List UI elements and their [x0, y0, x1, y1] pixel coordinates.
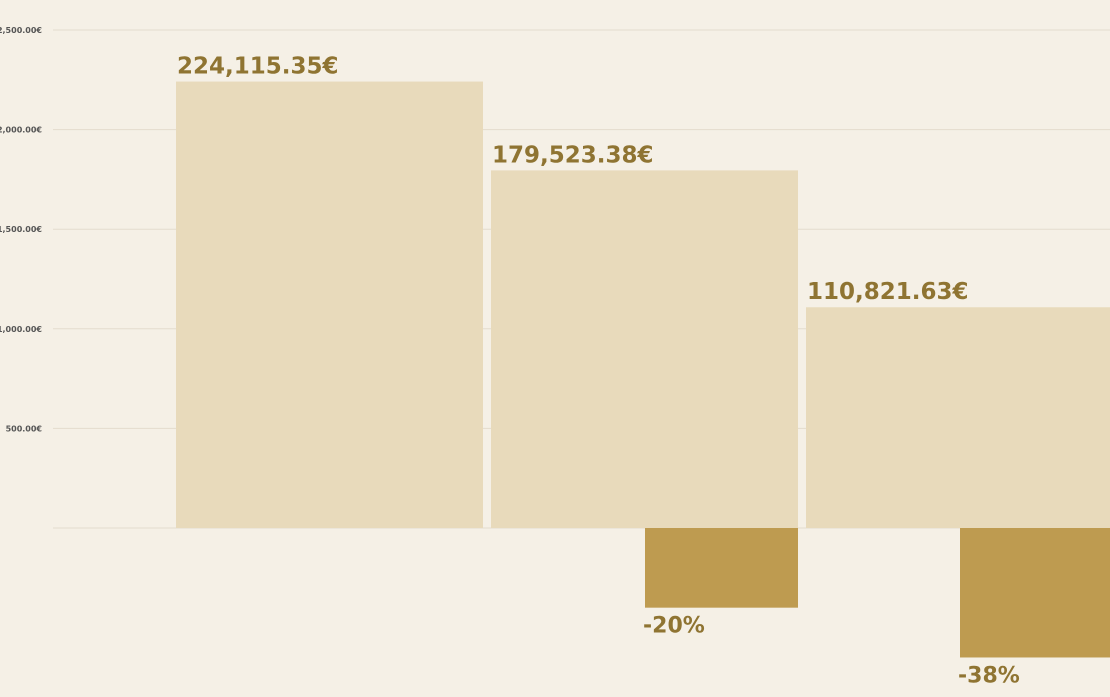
value-bar — [491, 170, 798, 529]
y-axis: 500.00€ 1,000.00€ 1,500.00€ 2,000.00€ 2,500.… — [0, 26, 42, 433]
y-tick-label: 1,000.00€ — [0, 325, 42, 334]
bars — [176, 81, 1110, 658]
value-bar — [176, 81, 483, 528]
y-tick-label: 500.00€ — [6, 424, 43, 433]
value-label: 179,523.38€ — [492, 142, 654, 168]
value-label: 110,821.63€ — [807, 279, 969, 305]
change-bar — [645, 528, 798, 608]
change-label: -38% — [958, 663, 1020, 688]
y-tick-label: 1,500.00€ — [0, 225, 42, 234]
value-bar — [806, 307, 1110, 528]
value-label: 224,115.35€ — [177, 54, 339, 80]
data-labels: 224,115.35€ 179,523.38€ -20% 110,821.63€ -38… — [177, 54, 1020, 689]
y-tick-label: 2,000.00€ — [0, 126, 42, 135]
change-bar — [960, 528, 1110, 658]
change-label: -20% — [643, 614, 705, 639]
y-tick-label: 2,500.00€ — [0, 26, 42, 35]
